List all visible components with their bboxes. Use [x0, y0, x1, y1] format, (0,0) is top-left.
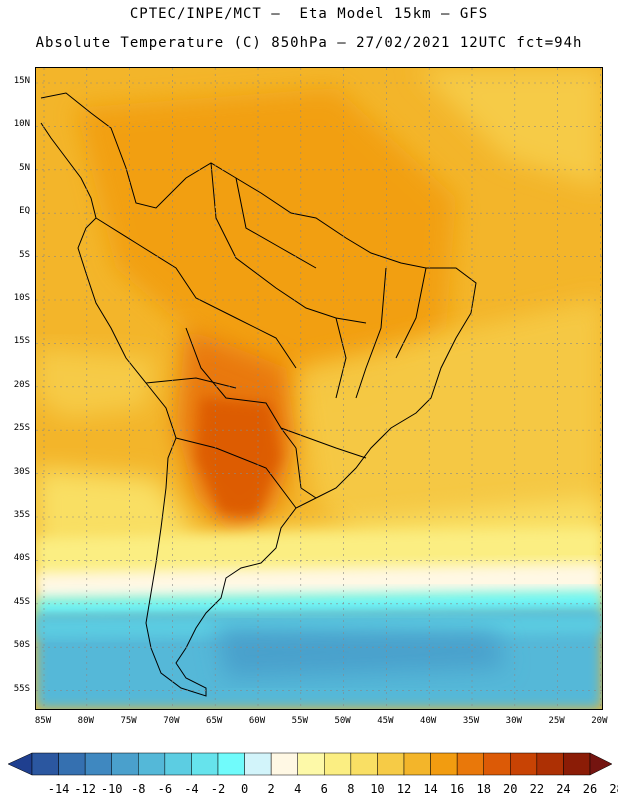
colorbar-box [563, 752, 591, 776]
colorbar-tick-label: 2 [267, 782, 275, 796]
colorbar-tick-label: -6 [157, 782, 173, 796]
colorbar-box [31, 752, 59, 776]
lon-label: 60W [248, 716, 266, 726]
cold-core [216, 628, 506, 678]
lat-label: 25S [13, 423, 30, 434]
lat-label: 15N [13, 76, 30, 86]
lon-label: 40W [420, 716, 437, 726]
lon-label: 65W [206, 716, 223, 726]
cooler-ocean-atlantic [296, 298, 602, 548]
colorbar-tick-label: -10 [100, 782, 123, 796]
lat-label: 5S [19, 249, 30, 260]
lon-label: 50W [334, 716, 351, 726]
graticule [36, 68, 602, 709]
colorbar-tick-label: 14 [423, 782, 438, 796]
colorbar-box [510, 752, 538, 776]
colorbar-tick-label: 0 [240, 782, 249, 796]
cooler-ocean-north [416, 68, 602, 188]
lat-label: 10N [13, 119, 30, 130]
cooler-ocean-pacific [36, 348, 156, 418]
hot-region-core [196, 398, 281, 518]
colorbar-box [430, 752, 458, 776]
colorbar-box [403, 752, 431, 776]
colorbar-tick-label: -12 [74, 782, 96, 796]
colorbar-tick-label: 10 [370, 782, 385, 796]
lon-label: 75W [120, 716, 137, 726]
colorbar-tick-label: 6 [320, 782, 328, 796]
colorbar-tick-label: -2 [210, 782, 226, 796]
lat-label: 40S [13, 553, 30, 564]
colorbar-tick-label: 20 [503, 782, 518, 796]
colorbar-box [111, 752, 139, 776]
colorbar-box [270, 752, 298, 776]
lat-label: EQ [19, 206, 30, 217]
lat-label: 5N [19, 162, 30, 173]
title-variable: Absolute Temperature (C) 850hPa – 27/02/… [35, 35, 583, 51]
colorbar-box [297, 752, 325, 776]
colorbar-tick-label: 28 [609, 782, 618, 796]
colorbar-over-triangle [589, 752, 613, 776]
colorbar-box [324, 752, 352, 776]
colorbar-tick-label: -8 [131, 782, 146, 796]
lon-label: 70W [163, 716, 180, 726]
colorbar-tick-label: 4 [294, 782, 302, 796]
colorbar-box [456, 752, 484, 776]
colorbar-under-triangle [7, 752, 33, 776]
colorbar-tick-label: 26 [582, 782, 598, 796]
colorbar-box [84, 752, 112, 776]
colorbar-tick-label: 16 [449, 782, 465, 796]
lat-label: 10S [13, 293, 30, 303]
warm-region-tropics [76, 88, 456, 398]
lon-label: 35W [462, 716, 480, 726]
colorbar-box [483, 752, 511, 776]
colorbar-tick-label: 22 [529, 782, 545, 796]
lat-label: 30S [13, 466, 30, 477]
colorbar-box [191, 752, 219, 776]
colorbar-tick-label: 24 [556, 782, 571, 796]
lat-label: 45S [13, 596, 30, 607]
colorbar-box [536, 752, 564, 776]
lon-label: 45W [377, 716, 394, 726]
colorbar-box [217, 752, 245, 776]
lon-label: 80W [77, 716, 94, 726]
lat-label: 50S [13, 640, 30, 651]
colorbar-box [58, 752, 86, 776]
lon-label: 20W [591, 716, 608, 726]
colorbar-tick-label: -4 [184, 782, 199, 796]
colorbar-tick-label: 8 [347, 782, 355, 796]
lat-label: 35S [13, 510, 30, 520]
colorbar-tick-label: 12 [396, 782, 412, 796]
colorbar-box [164, 752, 192, 776]
temperature-map [35, 67, 603, 710]
colorbar-box [244, 752, 272, 776]
lon-label: 55W [291, 716, 308, 726]
colorbar-box [138, 752, 166, 776]
colorbar-tick-label: -14 [47, 782, 70, 796]
colorbar-box [350, 752, 378, 776]
colorbar [7, 752, 613, 776]
lat-label: 15S [13, 336, 30, 347]
lon-label: 85W [34, 716, 52, 726]
lat-label: 55S [13, 683, 30, 694]
lon-label: 25W [548, 716, 565, 726]
title-model: CPTEC/INPE/MCT – Eta Model 15km – GFS [129, 6, 489, 22]
colorbar-tick-label: 18 [476, 782, 491, 796]
colorbar-box [377, 752, 405, 776]
map-canvas [36, 68, 602, 709]
lat-label: 20S [13, 379, 30, 390]
lon-label: 30W [505, 716, 522, 726]
